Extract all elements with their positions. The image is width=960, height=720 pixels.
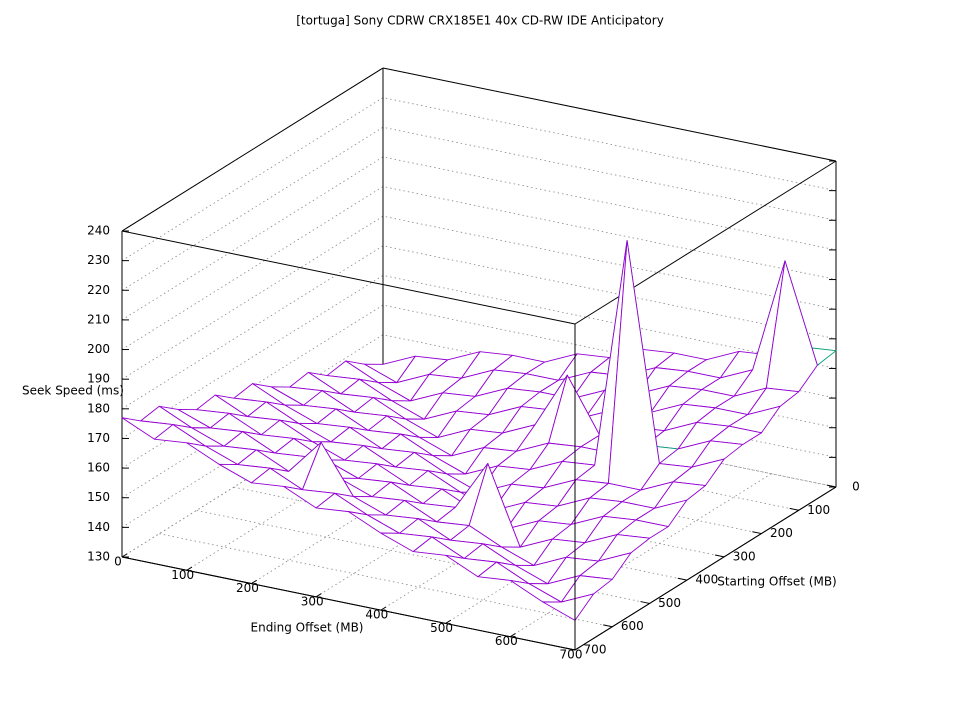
- x-axis-label: Ending Offset (MB): [251, 621, 364, 635]
- axis-box: [121, 556, 576, 651]
- z-tick-label: 150: [87, 490, 110, 504]
- y-axis-label: Starting Offset (MB): [717, 575, 837, 589]
- axis-box: [382, 67, 837, 162]
- axis-box: [574, 160, 837, 325]
- x-tick: [445, 619, 452, 624]
- z-tick-label: 180: [87, 401, 110, 415]
- x-tick-label: 500: [430, 621, 453, 635]
- x-grid-line: [510, 473, 772, 638]
- z-tick-label: 240: [87, 224, 110, 238]
- x-tick-label: 0: [114, 555, 122, 569]
- y-tick-label: 400: [695, 573, 718, 587]
- x-tick: [380, 606, 387, 611]
- x-tick: [315, 593, 322, 598]
- z-tick-label: 140: [87, 520, 110, 534]
- y-tick: [640, 601, 650, 604]
- x-tick-label: 200: [236, 581, 259, 595]
- y-tick: [789, 507, 799, 511]
- x-tick: [510, 633, 516, 638]
- x-tick: [121, 553, 128, 558]
- x-tick-label: 600: [495, 634, 518, 648]
- y-tick: [603, 624, 613, 628]
- axis-box: [121, 67, 384, 232]
- x-tick-label: 400: [365, 608, 388, 622]
- z-tick-label: 190: [87, 372, 110, 386]
- y-tick-label: 0: [852, 480, 860, 494]
- z-axis-label: Seek Speed (ms): [22, 384, 124, 398]
- y-tick-label: 200: [770, 526, 793, 540]
- x-tick: [186, 566, 193, 571]
- z-tick-label: 200: [87, 342, 110, 356]
- y-grid-line: [196, 510, 650, 604]
- z-tick-label: 220: [87, 283, 110, 297]
- z-tick-label: 130: [87, 550, 110, 564]
- x-tick-label: 700: [560, 648, 583, 662]
- z-tick-label: 230: [87, 253, 110, 267]
- axis-box: [121, 230, 576, 325]
- y-tick-label: 700: [584, 643, 607, 657]
- y-tick-label: 100: [807, 503, 830, 517]
- y-tick: [714, 554, 725, 558]
- x-tick: [251, 579, 257, 584]
- y-tick-label: 300: [733, 549, 756, 563]
- x-tick-label: 300: [301, 594, 324, 608]
- z-tick-label: 160: [87, 461, 110, 475]
- z-tick-label: 210: [87, 312, 110, 326]
- y-tick-label: 500: [658, 596, 681, 610]
- axis-box: [574, 486, 837, 651]
- z-tick-label: 170: [87, 431, 110, 445]
- y-grid-line: [159, 533, 613, 628]
- y-tick-label: 600: [621, 619, 644, 633]
- y-tick: [677, 577, 687, 581]
- y-tick: [752, 531, 762, 535]
- chart-title: [tortuga] Sony CDRW CRX185E1 40x CD-RW I…: [296, 14, 664, 28]
- x-tick-label: 100: [171, 568, 194, 582]
